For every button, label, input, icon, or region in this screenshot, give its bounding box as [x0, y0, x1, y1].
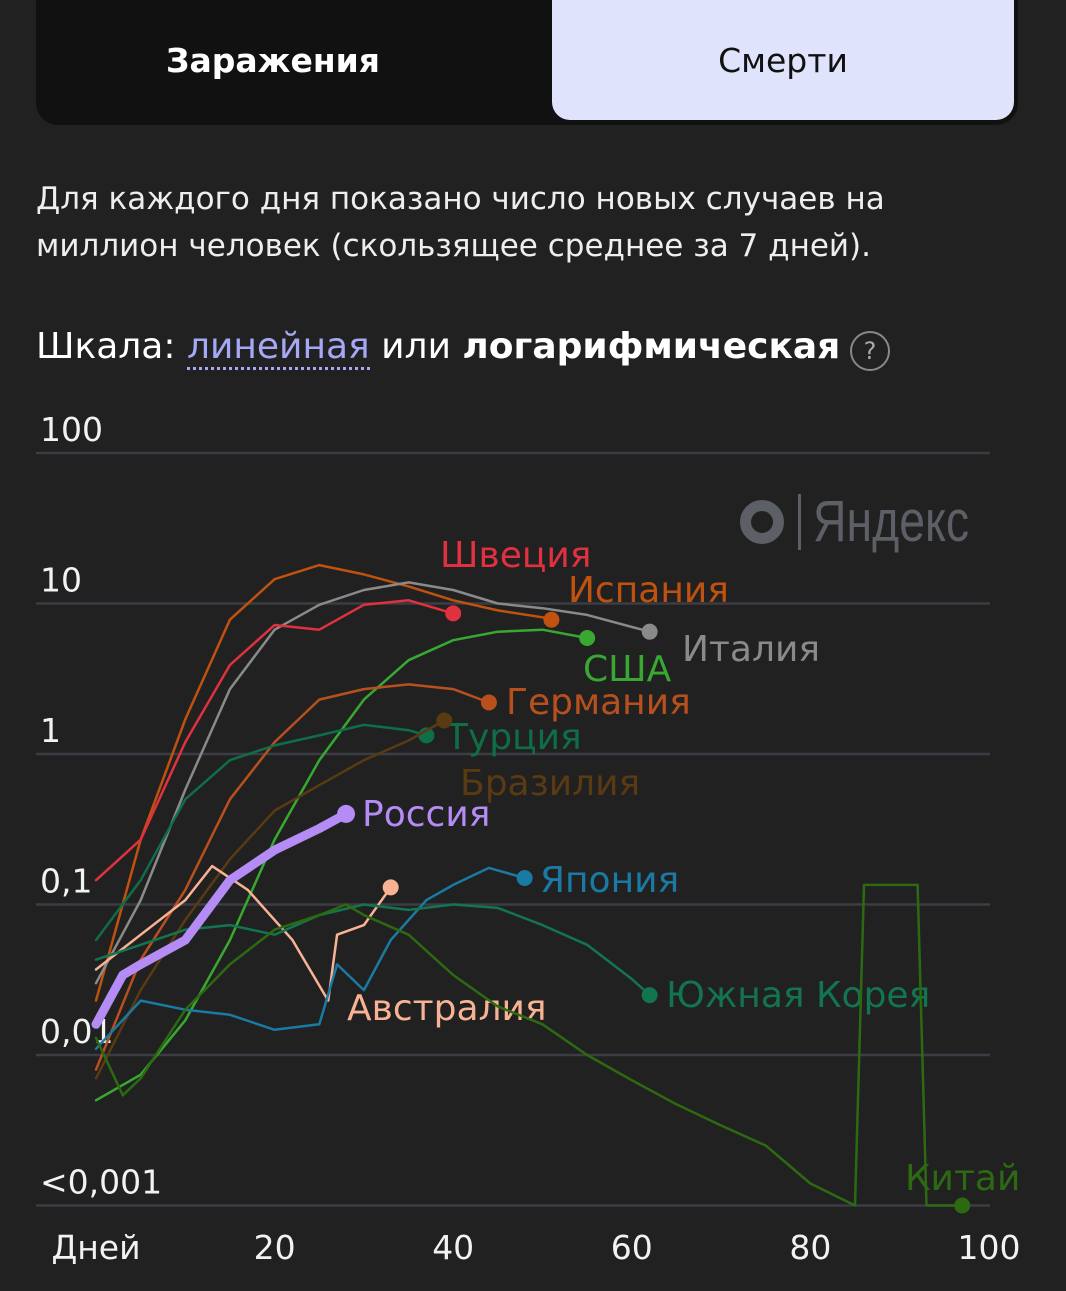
y-tick-label: 10	[40, 561, 82, 600]
series-end-dot	[579, 629, 596, 646]
series-line	[94, 864, 392, 1002]
x-axis-label: Дней	[51, 1228, 140, 1267]
y-tick-label: 100	[40, 410, 103, 449]
series-end-dot	[445, 605, 462, 622]
tab-deaths[interactable]: Смерти	[552, 0, 1014, 120]
scale-log-option[interactable]: логарифмическая	[462, 326, 841, 367]
x-tick-label: 60	[611, 1228, 653, 1267]
tab-infections[interactable]: Заражения	[166, 40, 380, 80]
logo-separator	[798, 493, 801, 550]
series-line	[94, 581, 651, 985]
series-label: Южная Корея	[666, 975, 930, 1016]
x-tick-label: 40	[432, 1228, 474, 1267]
scale-or: или	[381, 326, 451, 367]
series-line	[94, 683, 491, 1071]
series-label: Италия	[682, 629, 820, 670]
series-end-dot	[516, 869, 533, 886]
yandex-logo: Яндекс	[740, 488, 1008, 555]
help-icon[interactable]: ?	[850, 331, 890, 371]
series-end-dot	[436, 712, 453, 729]
series-line	[94, 723, 428, 942]
series-label: Швеция	[440, 535, 591, 576]
series-end-dot	[543, 611, 560, 628]
scale-switch: Шкала: линейная или логарифмическая	[36, 326, 841, 370]
series-label: Австралия	[347, 988, 547, 1029]
series-line	[94, 563, 553, 1002]
series-end-dot	[337, 804, 356, 823]
series-label: Россия	[362, 794, 490, 835]
x-tick-label: 80	[789, 1228, 831, 1267]
y-tick-label: 1	[40, 711, 61, 750]
series-label: Бразилия	[460, 763, 640, 804]
metric-tabs: Заражения Смерти	[36, 0, 1018, 125]
x-tick-label: 20	[254, 1228, 296, 1267]
x-tick-label: 100	[958, 1228, 1021, 1267]
series-line	[94, 719, 446, 1080]
series-end-dot	[480, 694, 497, 711]
series-label: Турция	[445, 717, 582, 758]
yandex-logo-icon	[740, 499, 784, 544]
series-line	[94, 883, 964, 1207]
scale-label: Шкала:	[36, 326, 176, 367]
series-line	[91, 809, 351, 1029]
y-tick-label: 0,1	[40, 862, 92, 901]
series-label: Германия	[506, 682, 691, 723]
series-end-dot	[641, 987, 658, 1004]
series-label: США	[583, 649, 672, 690]
series-label: Китай	[905, 1158, 1020, 1199]
chart-description: Для каждого дня показано число новых слу…	[36, 181, 885, 264]
series-label: Япония	[540, 860, 679, 901]
series-line	[94, 599, 455, 882]
y-tick-label: <0,001	[40, 1163, 162, 1202]
scale-linear-link[interactable]: линейная	[186, 326, 370, 370]
logo-text: Яндекс	[813, 489, 970, 554]
series-label: Испания	[568, 570, 729, 611]
series-end-dot	[641, 623, 658, 640]
series-end-dot	[382, 879, 399, 896]
series-end-dot	[954, 1197, 971, 1214]
